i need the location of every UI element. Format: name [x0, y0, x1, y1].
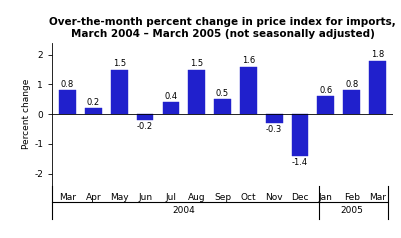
Bar	[343, 90, 360, 114]
Text: -0.3: -0.3	[266, 125, 282, 134]
Text: 1.6: 1.6	[242, 56, 255, 65]
Text: -1.4: -1.4	[292, 158, 308, 167]
Text: 0.5: 0.5	[216, 89, 229, 98]
Text: -0.2: -0.2	[137, 122, 153, 131]
Bar	[214, 99, 231, 114]
Bar	[59, 90, 76, 114]
Bar	[318, 96, 334, 114]
Text: 2005: 2005	[340, 206, 363, 215]
Text: 0.6: 0.6	[319, 86, 332, 95]
Bar	[369, 61, 386, 114]
Bar	[240, 67, 257, 114]
Text: 0.4: 0.4	[164, 92, 178, 101]
Text: 0.2: 0.2	[87, 98, 100, 107]
Text: 1.5: 1.5	[190, 59, 203, 68]
Text: 2004: 2004	[172, 206, 195, 215]
Bar	[137, 114, 154, 120]
Text: 0.8: 0.8	[61, 80, 74, 89]
Title: Over-the-month percent change in price index for imports,
March 2004 – March 200: Over-the-month percent change in price i…	[49, 17, 396, 39]
Bar	[292, 114, 308, 156]
Text: 1.8: 1.8	[371, 50, 384, 59]
Text: 1.5: 1.5	[113, 59, 126, 68]
Bar	[188, 70, 205, 114]
Bar	[85, 108, 102, 114]
Bar	[111, 70, 128, 114]
Bar	[266, 114, 283, 123]
Y-axis label: Percent change: Percent change	[22, 79, 31, 149]
Text: 0.8: 0.8	[345, 80, 358, 89]
Bar	[162, 102, 179, 114]
